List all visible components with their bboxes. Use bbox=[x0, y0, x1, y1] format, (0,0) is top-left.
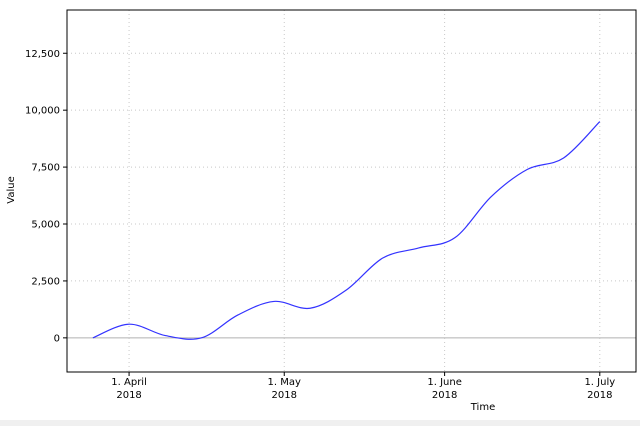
x-axis-title: Time bbox=[470, 402, 495, 413]
y-axis-title: Value bbox=[6, 176, 17, 203]
labels: 0 2,500 5,000 7,500 10,000 12,500 1. April 2018… bbox=[25, 49, 615, 401]
y-tick-label: 2,500 bbox=[31, 276, 60, 287]
y-tick-label: 7,500 bbox=[31, 163, 60, 174]
x-tick-label: 1. June 2018 bbox=[427, 377, 462, 401]
grid bbox=[67, 10, 636, 372]
y-tick-label: 10,000 bbox=[25, 106, 60, 117]
y-tick-label: 0 bbox=[54, 333, 60, 344]
x-tick-label: 1. April 2018 bbox=[111, 377, 147, 401]
status-strip bbox=[0, 420, 640, 426]
plot-frame bbox=[66, 9, 637, 373]
x-tick-label: 1. July 2018 bbox=[584, 377, 615, 401]
data-line bbox=[92, 121, 601, 340]
marks bbox=[92, 121, 601, 340]
y-tick-label: 5,000 bbox=[31, 220, 60, 231]
x-tick-label: 1. May 2018 bbox=[268, 377, 301, 401]
y-tick-label: 12,500 bbox=[25, 49, 60, 60]
